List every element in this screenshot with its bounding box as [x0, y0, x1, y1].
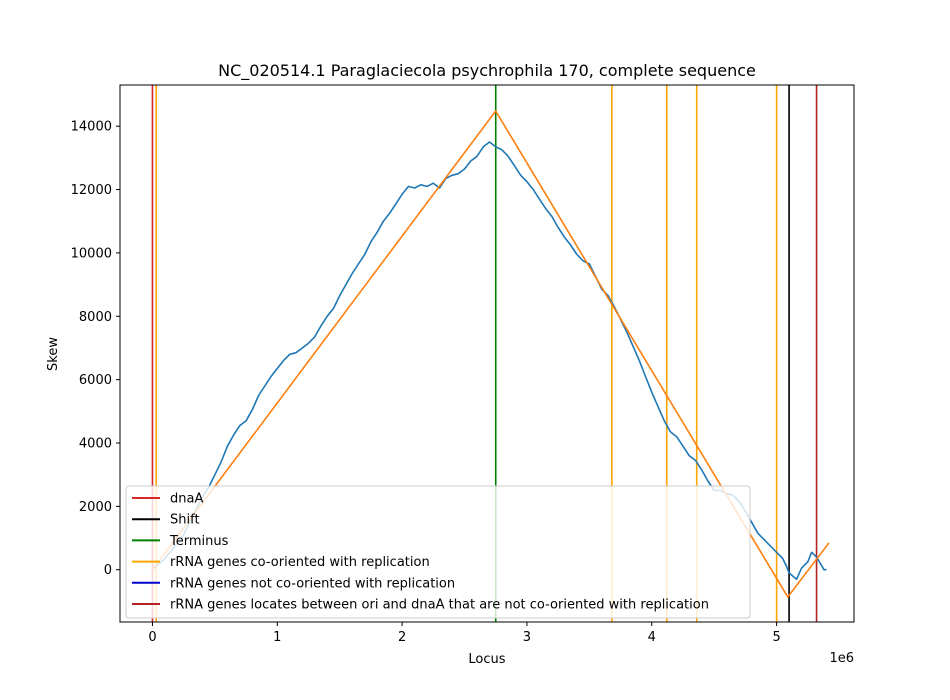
- x-tick-label: 5: [772, 630, 780, 645]
- legend-entry-label: Shift: [170, 513, 200, 528]
- y-tick-label: 4000: [79, 437, 112, 452]
- y-tick-label: 8000: [79, 310, 112, 325]
- x-tick-label: 4: [648, 630, 656, 645]
- legend: dnaA Shift Terminus rRNA genes co-oriented …: [125, 485, 751, 619]
- x-axis-label: Locus: [468, 652, 505, 667]
- x-tick-label: 2: [398, 630, 406, 645]
- x-axis-offset-label: 1e6: [829, 651, 854, 666]
- y-tick-label: 14000: [71, 120, 112, 135]
- x-tick-label: 1: [273, 630, 281, 645]
- chart-title: NC_020514.1 Paraglaciecola psychrophila …: [218, 61, 756, 81]
- legend-entry-label: rRNA genes co-oriented with replication: [170, 555, 430, 570]
- axis-ticks: 0 1 2 3 4 5 0 2000 4000 6000 8000 10000 12000 14000: [71, 120, 781, 645]
- legend-entry-label: rRNA genes not co-oriented with replicat…: [170, 576, 455, 591]
- legend-entry-label: dnaA: [170, 492, 203, 507]
- x-tick-label: 0: [148, 630, 156, 645]
- legend-entry-label: rRNA genes locates between ori and dnaA …: [170, 598, 709, 613]
- y-tick-label: 10000: [71, 246, 112, 261]
- y-tick-label: 0: [104, 563, 112, 578]
- y-tick-label: 6000: [79, 373, 112, 388]
- series-line-1: [151, 110, 830, 598]
- y-axis-label: Skew: [46, 337, 61, 371]
- y-tick-label: 12000: [71, 183, 112, 198]
- y-tick-label: 2000: [79, 500, 112, 515]
- x-tick-label: 3: [523, 630, 531, 645]
- legend-entry-label: Terminus: [169, 534, 229, 549]
- axes-frame: [119, 84, 855, 623]
- legend-box: [125, 485, 751, 619]
